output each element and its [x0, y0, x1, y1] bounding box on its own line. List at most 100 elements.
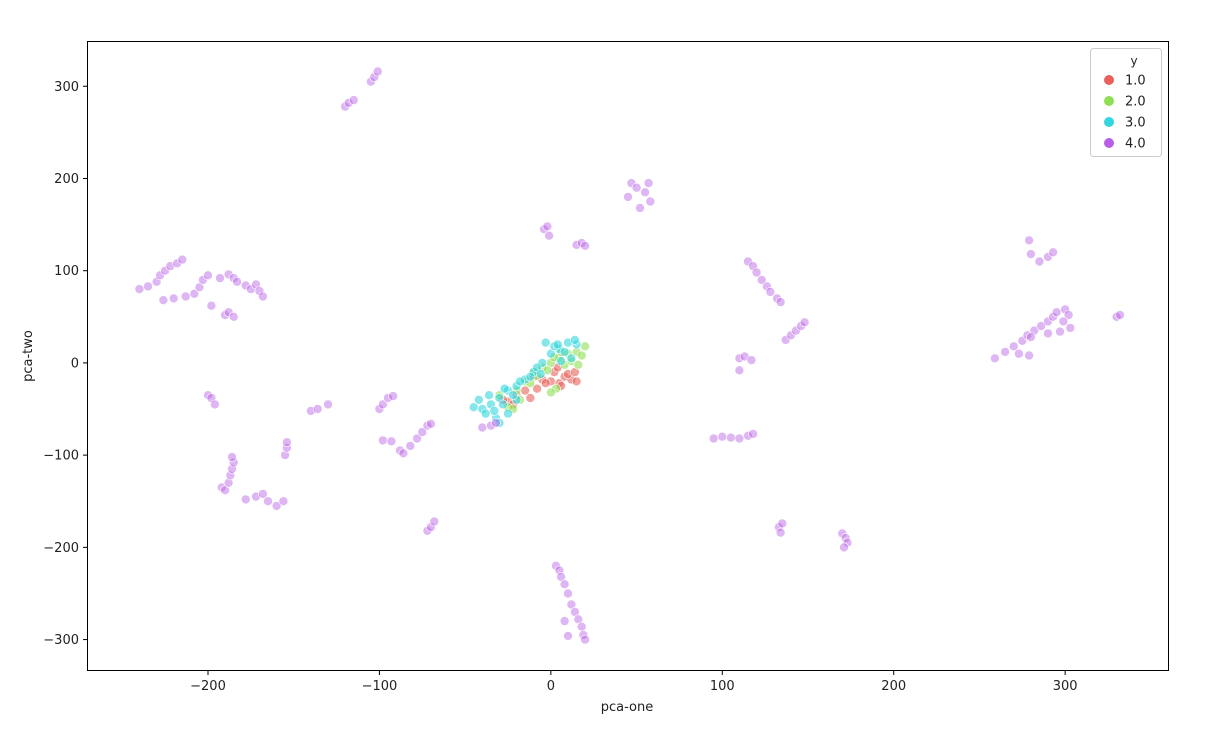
point-series-4.0-30: [210, 399, 220, 410]
point-series-4.0-43: [278, 496, 289, 507]
point-series-3.0-17: [503, 408, 513, 419]
point-series-2.0-20: [573, 359, 584, 370]
point-series-4.0-124: [774, 522, 784, 532]
point-series-4.0-1: [143, 281, 153, 292]
point-series-4.0-133: [1008, 341, 1019, 352]
point-series-3.0-34: [499, 383, 510, 394]
point-series-4.0-52: [348, 95, 359, 105]
point-series-4.0-41: [263, 496, 273, 507]
point-series-4.0-70: [426, 522, 436, 532]
y-axis-label: pca-two: [21, 330, 36, 382]
point-series-3.0-19: [515, 376, 525, 387]
point-series-4.0-27: [228, 311, 239, 322]
point-series-3.0-4: [498, 399, 508, 410]
point-series-4.0-131: [990, 353, 1000, 364]
plot-frame: [87, 41, 1169, 671]
point-series-4.0-97: [635, 203, 645, 213]
point-series-4.0-46: [282, 437, 292, 448]
point-series-4.0-74: [491, 418, 501, 428]
point-series-4.0-98: [640, 187, 650, 198]
point-series-3.0-25: [484, 390, 494, 401]
point-series-4.0-48: [312, 404, 323, 414]
point-series-4.0-8: [158, 295, 169, 306]
point-series-4.0-150: [1034, 256, 1045, 267]
y-tick-label: −300: [43, 633, 79, 648]
point-series-4.0-49: [323, 399, 333, 410]
point-series-4.0-92: [563, 631, 573, 641]
point-series-4.0-61: [386, 436, 397, 447]
y-tick-label: 200: [54, 172, 79, 187]
point-series-4.0-137: [1036, 321, 1046, 331]
legend-label-1.0: 1.0: [1125, 74, 1146, 89]
point-series-4.0-144: [1065, 323, 1076, 333]
point-series-4.0-10: [180, 291, 191, 302]
point-series-4.0-40: [258, 489, 268, 499]
point-series-4.0-65: [412, 433, 422, 444]
point-series-4.0-18: [228, 273, 239, 283]
point-series-4.0-9: [168, 293, 179, 304]
point-series-2.0-9: [576, 350, 587, 361]
point-series-2.0-11: [546, 387, 556, 398]
point-series-1.0-6: [571, 376, 582, 387]
y-tick-label: 100: [54, 264, 79, 279]
point-series-4.0-45: [282, 442, 292, 453]
point-series-4.0-101: [708, 433, 719, 444]
point-series-4.0-64: [405, 441, 416, 451]
point-series-3.0-24: [474, 394, 484, 405]
point-series-4.0-151: [1026, 249, 1036, 259]
point-series-2.0-8: [580, 341, 590, 352]
point-series-1.0-15: [525, 393, 536, 403]
point-series-4.0-55: [372, 66, 383, 77]
point-series-4.0-129: [842, 537, 853, 548]
point-series-4.0-63: [398, 448, 409, 459]
point-series-4.0-89: [576, 621, 587, 632]
point-series-4.0-143: [1058, 316, 1069, 327]
point-series-4.0-140: [1051, 307, 1062, 318]
point-series-4.0-147: [1026, 332, 1036, 342]
point-series-4.0-66: [417, 427, 428, 437]
point-series-4.0-145: [1055, 326, 1065, 337]
point-series-4.0-20: [240, 280, 251, 291]
point-series-4.0-80: [580, 241, 590, 251]
point-series-4.0-38: [240, 494, 251, 505]
point-series-3.0-29: [556, 356, 566, 366]
x-axis-label: pca-one: [601, 700, 654, 715]
point-series-4.0-34: [225, 470, 236, 481]
point-series-4.0-125: [777, 518, 788, 529]
point-series-4.0-33: [223, 477, 234, 488]
point-series-4.0-51: [343, 98, 354, 108]
point-series-4.0-109: [746, 355, 757, 365]
point-series-3.0-31: [489, 406, 500, 416]
point-series-4.0-72: [477, 422, 488, 433]
legend-marker-3.0: [1104, 117, 1114, 127]
point-series-4.0-54: [369, 72, 380, 82]
point-series-3.0-28: [570, 335, 580, 345]
point-series-4.0-71: [429, 516, 440, 527]
point-series-4.0-123: [799, 317, 810, 328]
legend-label-3.0: 3.0: [1125, 116, 1146, 131]
point-series-4.0-141: [1060, 304, 1070, 315]
point-series-4.0-37: [227, 452, 237, 462]
y-tick-label: 0: [71, 356, 79, 371]
point-series-4.0-91: [580, 634, 590, 645]
point-series-4.0-118: [775, 297, 786, 307]
point-series-4.0-14: [203, 270, 213, 281]
legend-title: y: [1130, 54, 1137, 68]
point-series-4.0-84: [559, 579, 570, 590]
point-series-3.0-27: [540, 337, 551, 348]
legend-label-4.0: 4.0: [1125, 137, 1146, 152]
point-series-4.0-116: [765, 287, 776, 297]
point-series-4.0-149: [1024, 350, 1034, 361]
point-series-4.0-24: [258, 291, 268, 302]
point-series-3.0-26: [525, 371, 536, 382]
point-series-4.0-77: [544, 230, 554, 241]
point-series-4.0-106: [748, 429, 758, 439]
legend-marker-2.0: [1104, 96, 1114, 106]
point-series-4.0-60: [378, 435, 388, 446]
point-series-4.0-100: [645, 196, 656, 207]
point-series-4.0-104: [734, 433, 745, 444]
point-series-4.0-57: [378, 399, 388, 410]
point-series-4.0-122: [796, 321, 806, 331]
point-series-4.0-94: [623, 192, 633, 202]
